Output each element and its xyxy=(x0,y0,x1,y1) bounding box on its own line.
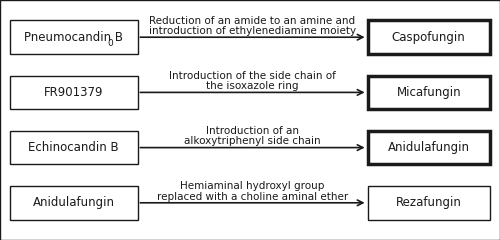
Text: replaced with a choline aminal ether: replaced with a choline aminal ether xyxy=(157,192,348,202)
FancyBboxPatch shape xyxy=(10,76,138,109)
FancyBboxPatch shape xyxy=(10,20,138,54)
Text: the isoxazole ring: the isoxazole ring xyxy=(206,81,299,91)
Text: alkoxytriphenyl side chain: alkoxytriphenyl side chain xyxy=(184,136,321,146)
FancyBboxPatch shape xyxy=(10,186,138,220)
FancyBboxPatch shape xyxy=(368,131,490,164)
Text: Echinocandin B: Echinocandin B xyxy=(28,141,119,154)
Text: Anidulafungin: Anidulafungin xyxy=(33,196,115,209)
Text: Pneumocandin B: Pneumocandin B xyxy=(24,31,123,44)
Text: Hemiaminal hydroxyl group: Hemiaminal hydroxyl group xyxy=(180,181,324,191)
Text: Rezafungin: Rezafungin xyxy=(396,196,462,209)
FancyBboxPatch shape xyxy=(368,186,490,220)
Text: 0: 0 xyxy=(108,39,113,48)
Text: Micafungin: Micafungin xyxy=(396,86,461,99)
Text: FR901379: FR901379 xyxy=(44,86,104,99)
FancyBboxPatch shape xyxy=(368,20,490,54)
Text: Caspofungin: Caspofungin xyxy=(392,31,466,44)
Text: Introduction of the side chain of: Introduction of the side chain of xyxy=(169,71,336,81)
FancyBboxPatch shape xyxy=(368,76,490,109)
FancyBboxPatch shape xyxy=(10,131,138,164)
Text: Reduction of an amide to an amine and: Reduction of an amide to an amine and xyxy=(150,16,356,26)
Text: introduction of ethylenediamine moiety: introduction of ethylenediamine moiety xyxy=(149,26,356,36)
Text: Anidulafungin: Anidulafungin xyxy=(388,141,469,154)
Text: Introduction of an: Introduction of an xyxy=(206,126,299,136)
